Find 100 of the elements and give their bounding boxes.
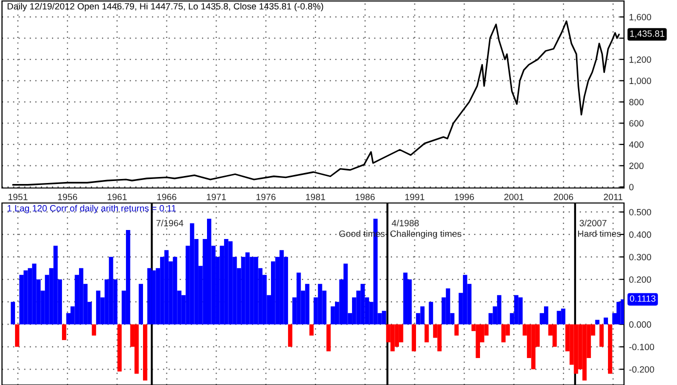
ref-line-label: 3/2007 (580, 220, 606, 226)
bar (382, 310, 386, 324)
bar (326, 324, 331, 352)
bar (318, 284, 322, 324)
bar (108, 256, 114, 324)
bar (390, 324, 395, 352)
y-tick-label: 0.000 (629, 321, 652, 328)
bar (32, 264, 36, 324)
bar (62, 324, 66, 340)
bar (288, 324, 292, 347)
bar (126, 230, 130, 324)
x-tick-label: 1976 (256, 194, 276, 200)
bar (552, 324, 557, 347)
bar (599, 324, 604, 347)
bar (330, 306, 335, 324)
y-tick-label: 0.200 (629, 276, 652, 283)
bar (518, 297, 523, 324)
bar (531, 324, 536, 370)
bar (53, 246, 58, 324)
bar (574, 324, 578, 374)
x-tick-label: 1956 (58, 194, 78, 200)
bar (476, 324, 480, 358)
bar (254, 256, 258, 324)
x-tick-label: 1991 (405, 194, 424, 200)
bar (424, 324, 429, 342)
x-tick-label: 1996 (454, 194, 474, 200)
y-tick-label: 600 (629, 120, 644, 127)
x-tick-label: 2006 (554, 194, 574, 200)
bar (595, 320, 600, 324)
bar (92, 324, 96, 336)
bar (241, 256, 246, 324)
bar (24, 270, 28, 324)
bar (514, 295, 518, 324)
y-tick-label: 0.300 (629, 254, 652, 260)
x-tick-label: 1986 (356, 194, 375, 200)
bar (228, 241, 233, 324)
y-tick-label: 1,000 (630, 78, 652, 86)
bar (79, 268, 84, 324)
annotation: 1,435.81 (630, 30, 664, 38)
bar (604, 318, 608, 324)
x-tick-label: 1981 (306, 194, 326, 200)
bar (134, 324, 139, 374)
line-series (12, 20, 620, 186)
bar (224, 238, 228, 324)
x-tick-label: 2011 (604, 194, 622, 200)
y-tick-label: -0.200 (629, 366, 654, 373)
y-tick-label: 200 (629, 162, 644, 170)
bar (437, 324, 442, 352)
x-tick-label: 1961 (108, 194, 127, 200)
x-tick-label: 1951 (8, 194, 28, 200)
y-tick-label: 0.500 (629, 208, 652, 216)
bar (10, 302, 16, 324)
bar (117, 324, 122, 372)
bar (305, 284, 310, 324)
bar (245, 252, 250, 324)
bar (96, 290, 100, 324)
bar (296, 272, 301, 324)
bar (620, 299, 624, 324)
bar (143, 324, 148, 381)
bar (250, 256, 254, 324)
x-tick-label: 1971 (206, 194, 226, 200)
bar (556, 310, 562, 324)
bar (544, 306, 548, 324)
annotation: Challenging times (390, 230, 462, 239)
bar (152, 270, 156, 324)
bar (582, 324, 587, 381)
bar (164, 250, 169, 324)
bar (501, 324, 506, 342)
chart-title: Daily 12/19/2012 Open 1446.79, Hi 1447.75, Lo 1435.8, Close 1435.81 (-0.8%) (8, 2, 324, 12)
annotation: 0.1113 (630, 295, 656, 302)
ref-line-label: 4/1988 (392, 220, 419, 226)
bar (454, 324, 459, 336)
bar (309, 324, 314, 336)
bar (420, 306, 425, 324)
bar (190, 223, 194, 324)
annotation: Hard times (578, 230, 621, 237)
bar (497, 295, 502, 324)
y-tick-label: 0.400 (629, 231, 652, 238)
ref-line-label: 7/1964 (156, 220, 184, 226)
bar (138, 284, 144, 324)
y-tick-label: 0 (629, 184, 634, 190)
bar (280, 250, 284, 324)
bar (412, 324, 416, 352)
bar (19, 274, 24, 324)
bar (608, 324, 612, 374)
x-tick-label: 2001 (504, 194, 524, 200)
y-tick-label: 1,600 (630, 14, 652, 22)
bar (15, 324, 20, 347)
bar (360, 284, 365, 324)
y-tick-label: 1,200 (630, 56, 652, 64)
bar (462, 274, 468, 324)
y-tick-label: 400 (629, 141, 644, 148)
bar (446, 288, 450, 324)
bar (147, 268, 152, 324)
bar (428, 302, 434, 324)
bar (172, 256, 178, 324)
bar (270, 261, 276, 324)
y-tick-label: 800 (629, 98, 644, 106)
x-tick-label: 1966 (157, 194, 176, 200)
y-tick-label: -0.100 (629, 344, 654, 350)
